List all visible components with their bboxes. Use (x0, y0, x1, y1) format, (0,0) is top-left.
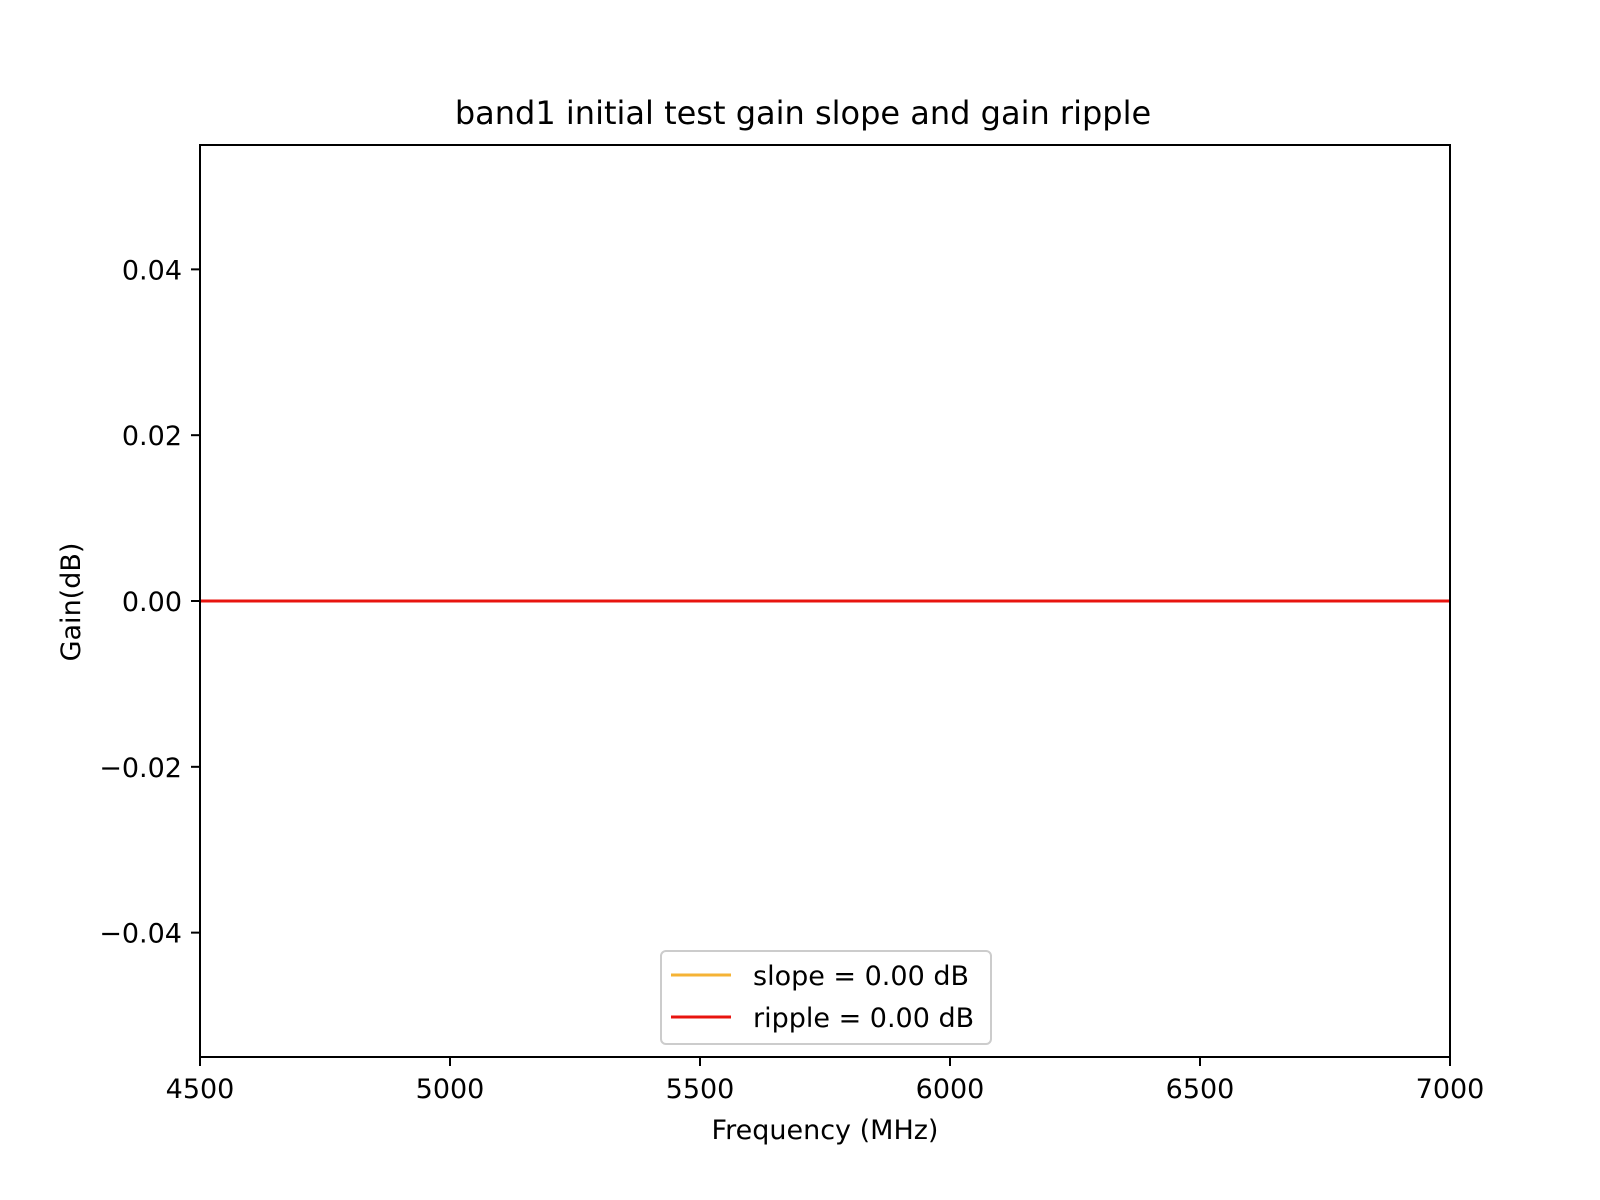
chart-title: band1 initial test gain slope and gain r… (455, 94, 1151, 132)
y-tick-label: 0.02 (122, 421, 182, 452)
x-tick-label: 6500 (1166, 1074, 1235, 1105)
y-axis-label: Gain(dB) (56, 543, 87, 662)
x-tick-label: 6000 (916, 1074, 985, 1105)
y-tick-label: 0.00 (122, 587, 182, 618)
legend: slope = 0.00 dB ripple = 0.00 dB (660, 950, 992, 1045)
legend-entries: slope = 0.00 dB ripple = 0.00 dB (671, 961, 974, 1034)
legend-box (660, 950, 992, 1045)
x-axis-ticks: 4500 5000 5500 6000 6500 7000 (166, 1057, 1485, 1105)
x-tick-label: 4500 (166, 1074, 235, 1105)
x-axis-label: Frequency (MHz) (712, 1115, 939, 1146)
y-tick-label: −0.04 (99, 919, 182, 950)
x-tick-label: 5500 (666, 1074, 735, 1105)
x-tick-label: 7000 (1416, 1074, 1485, 1105)
legend-label-ripple: ripple = 0.00 dB (753, 1003, 974, 1034)
y-tick-label: −0.02 (99, 753, 182, 784)
legend-label-slope: slope = 0.00 dB (753, 961, 969, 992)
y-axis-ticks: −0.04 −0.02 0.00 0.02 0.04 (99, 255, 200, 950)
x-tick-label: 5000 (416, 1074, 485, 1105)
y-tick-label: 0.04 (122, 255, 182, 286)
